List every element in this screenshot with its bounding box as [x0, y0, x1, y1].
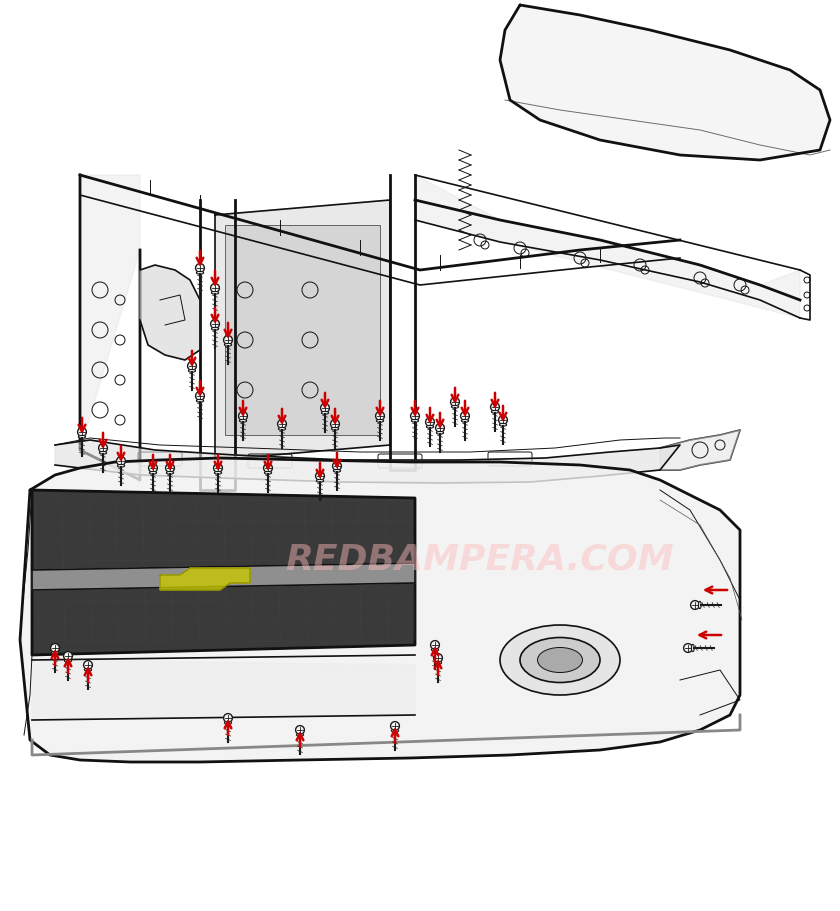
Ellipse shape: [333, 469, 340, 472]
Circle shape: [149, 464, 157, 473]
Circle shape: [211, 283, 219, 292]
Ellipse shape: [391, 730, 399, 732]
Polygon shape: [140, 265, 200, 360]
Circle shape: [98, 444, 108, 453]
Ellipse shape: [520, 638, 600, 682]
Circle shape: [316, 472, 324, 480]
Ellipse shape: [214, 471, 222, 475]
Circle shape: [277, 420, 286, 428]
Ellipse shape: [224, 722, 232, 724]
Ellipse shape: [698, 601, 701, 609]
Polygon shape: [215, 200, 390, 460]
Ellipse shape: [434, 661, 442, 664]
Circle shape: [77, 427, 87, 436]
Ellipse shape: [437, 432, 444, 435]
Circle shape: [223, 335, 233, 344]
Polygon shape: [32, 660, 415, 720]
Circle shape: [117, 456, 125, 466]
Ellipse shape: [376, 419, 384, 422]
Ellipse shape: [99, 451, 107, 455]
Ellipse shape: [118, 465, 124, 467]
Ellipse shape: [691, 644, 694, 651]
Circle shape: [331, 420, 339, 428]
Ellipse shape: [427, 425, 433, 428]
Ellipse shape: [317, 479, 323, 482]
Circle shape: [50, 643, 60, 652]
Circle shape: [431, 640, 439, 650]
Ellipse shape: [500, 424, 507, 426]
Ellipse shape: [297, 733, 303, 736]
Circle shape: [321, 404, 329, 413]
Ellipse shape: [239, 419, 247, 422]
Circle shape: [64, 651, 72, 660]
Ellipse shape: [451, 405, 459, 408]
Polygon shape: [32, 563, 415, 590]
Circle shape: [391, 722, 399, 731]
Circle shape: [333, 462, 341, 470]
Circle shape: [239, 412, 248, 420]
Polygon shape: [32, 490, 415, 655]
Ellipse shape: [538, 648, 582, 672]
Ellipse shape: [212, 327, 218, 330]
Circle shape: [436, 424, 444, 433]
Ellipse shape: [197, 399, 203, 402]
Polygon shape: [55, 440, 680, 483]
Ellipse shape: [461, 419, 469, 422]
Ellipse shape: [491, 410, 499, 414]
Circle shape: [411, 412, 419, 420]
Circle shape: [165, 464, 175, 473]
Ellipse shape: [188, 369, 196, 373]
Circle shape: [187, 362, 197, 371]
Ellipse shape: [265, 471, 271, 475]
Circle shape: [296, 725, 304, 734]
Ellipse shape: [500, 625, 620, 695]
Ellipse shape: [65, 660, 71, 662]
Circle shape: [690, 600, 700, 609]
Circle shape: [223, 713, 233, 722]
Ellipse shape: [332, 427, 339, 430]
Polygon shape: [660, 430, 740, 470]
Circle shape: [196, 263, 204, 272]
Circle shape: [84, 660, 92, 670]
Circle shape: [460, 412, 470, 420]
Polygon shape: [500, 5, 830, 160]
Circle shape: [375, 412, 385, 420]
Ellipse shape: [51, 651, 59, 654]
Circle shape: [211, 320, 219, 328]
Ellipse shape: [166, 471, 174, 475]
Ellipse shape: [278, 427, 286, 430]
Ellipse shape: [197, 271, 203, 274]
Circle shape: [499, 415, 507, 425]
Ellipse shape: [150, 471, 156, 475]
Circle shape: [450, 397, 459, 406]
Ellipse shape: [412, 419, 418, 422]
Circle shape: [684, 643, 692, 652]
Polygon shape: [80, 175, 140, 450]
Ellipse shape: [322, 412, 328, 415]
Polygon shape: [20, 458, 740, 762]
Ellipse shape: [432, 649, 438, 651]
Circle shape: [426, 417, 434, 426]
Circle shape: [491, 403, 500, 412]
Ellipse shape: [84, 669, 92, 671]
Ellipse shape: [212, 292, 218, 294]
Circle shape: [264, 464, 272, 473]
Polygon shape: [415, 175, 800, 318]
Polygon shape: [160, 568, 250, 590]
Circle shape: [196, 392, 204, 401]
Text: REDBAMPERA.COM: REDBAMPERA.COM: [286, 543, 675, 577]
FancyBboxPatch shape: [225, 225, 380, 435]
Circle shape: [433, 653, 443, 662]
Circle shape: [213, 464, 223, 473]
Ellipse shape: [224, 343, 232, 346]
Ellipse shape: [78, 435, 86, 438]
